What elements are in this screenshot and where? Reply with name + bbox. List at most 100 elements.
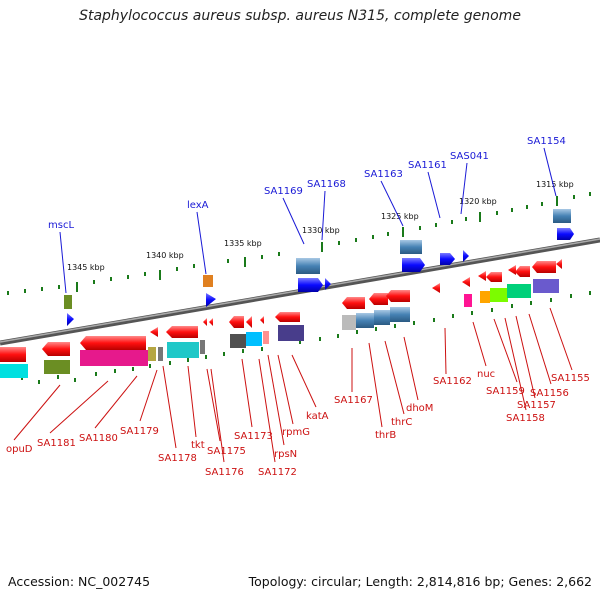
gene-SA1173-box (230, 334, 246, 348)
scale-tick-label: 1330 kbp (302, 226, 340, 235)
scale-tick-label: 1340 kbp (146, 251, 184, 260)
gene-tkt-box (200, 340, 205, 354)
scale-tick-1345: 1345 kbp (67, 263, 105, 292)
gene-label-SA1175[interactable]: SA1175 (207, 446, 246, 457)
SA1154-gene[interactable] (553, 209, 571, 223)
SA1161-arrow (440, 253, 455, 265)
gene-SA1180-arrow (80, 336, 146, 350)
scale-tick-1320: 1320 kbp (459, 197, 497, 222)
scale-tick-label: 1320 kbp (459, 197, 497, 206)
scale-tick-1340: 1340 kbp (146, 251, 184, 280)
accession-text: Accession: NC_002745 (8, 574, 151, 589)
scale-tick-1315: 1315 kbp (536, 180, 574, 206)
gene-label-thrB[interactable]: thrB (375, 430, 396, 441)
SA1168-arrow (325, 278, 331, 290)
gene-SA1158-arrow (486, 272, 502, 282)
scale-tick-label: 1335 kbp (224, 239, 262, 248)
gene-label-SA1158[interactable]: SA1158 (506, 413, 545, 424)
gene-label-thrC[interactable]: thrC (391, 417, 412, 428)
gene-SA1173-arrow (229, 316, 244, 328)
gene-rpmG-arrow (275, 312, 300, 322)
gene-SA1178-box (167, 342, 199, 358)
gene-SA1175-arrow (203, 318, 207, 326)
gene-SA1158-box (490, 288, 508, 302)
gene-nuc-arrow (462, 277, 470, 287)
gene-label-lexA[interactable]: lexA (187, 200, 209, 211)
gene-SA1180-box (80, 350, 148, 366)
SA1169-gene[interactable] (296, 258, 320, 274)
gene-SA1181-box (44, 360, 70, 374)
top-labels: mscL lexA SA1169 SA1168 SA1163 SA1161 SA… (48, 136, 566, 231)
gene-SA1178-arrow (166, 326, 198, 338)
mscL-arrow (67, 313, 74, 326)
mscL-gene[interactable] (64, 295, 72, 309)
gene-label-SA1181[interactable]: SA1181 (37, 438, 76, 449)
SA1154-arrow (557, 228, 574, 240)
gene-label-katA[interactable]: katA (306, 411, 329, 422)
gene-SA1179-box (148, 347, 156, 361)
gene-label-SA1159[interactable]: SA1159 (486, 386, 525, 397)
gene-dhoM-box (390, 307, 410, 322)
gene-label-SA1169[interactable]: SA1169 (264, 186, 303, 197)
scale-ticks: 1345 kbp 1340 kbp 1335 kbp 1330 kbp 1325… (67, 180, 574, 292)
gene-label-SA1172[interactable]: SA1172 (258, 467, 297, 478)
SA1163-arrow (402, 258, 425, 272)
minor-ticks (7, 192, 591, 384)
gene-label-SA1179[interactable]: SA1179 (120, 426, 159, 437)
gene-SA1172-arrow (246, 316, 252, 328)
gene-label-SA1168[interactable]: SA1168 (307, 179, 346, 190)
gene-SA1155-arrow (532, 261, 556, 273)
gene-label-SA1154[interactable]: SA1154 (527, 136, 566, 147)
gene-label-SA1162[interactable]: SA1162 (433, 376, 472, 387)
gene-rpsN-box (263, 331, 269, 344)
gene-SA1159-arrow (478, 271, 486, 281)
scale-tick-1330: 1330 kbp (302, 226, 340, 252)
gene-opuD-box (0, 364, 28, 378)
forward-strand-features (64, 209, 574, 326)
gene-nuc-box (464, 294, 472, 307)
gene-label-SA1173[interactable]: SA1173 (234, 431, 273, 442)
SAS041-arrow (463, 250, 469, 262)
gene-thrB-box (356, 313, 374, 328)
gene-label-SA1167[interactable]: SA1167 (334, 395, 373, 406)
gene-label-tkt[interactable]: tkt (191, 440, 205, 451)
gene-label-SA1155[interactable]: SA1155 (551, 373, 590, 384)
gene-rpsN-arrow (260, 316, 264, 324)
lexA-gene[interactable] (203, 275, 213, 287)
gene-katA-box (278, 325, 304, 341)
gene-thrB-arrow (342, 297, 365, 309)
gene-label-mscL[interactable]: mscL (48, 220, 74, 231)
gene-label-rpsN[interactable]: rpsN (274, 449, 297, 460)
genome-stats-text: Topology: circular; Length: 2,814,816 bp… (248, 574, 592, 589)
gene-opuD-arrow (0, 347, 26, 362)
gene-SA1167-box (342, 315, 356, 330)
gene-label-SA1161[interactable]: SA1161 (408, 160, 447, 171)
gene-label-SA1176[interactable]: SA1176 (205, 467, 244, 478)
gene-thrC-arrow (369, 293, 388, 305)
gene-label-SAS041[interactable]: SAS041 (450, 151, 489, 162)
scale-tick-label: 1315 kbp (536, 180, 574, 189)
gene-label-rpmG[interactable]: rpmG (282, 427, 310, 438)
map-title: Staphylococcus aureus subsp. aureus N315… (79, 8, 521, 24)
gene-SA1155-arrow-b (556, 259, 562, 269)
gene-label-dhoM[interactable]: dhoM (406, 403, 433, 414)
scale-tick-1335: 1335 kbp (224, 239, 262, 267)
gene-SA1156-arrow (515, 266, 530, 277)
gene-SA1157-box (507, 284, 531, 298)
SA1163-gene[interactable] (400, 240, 422, 254)
gene-label-SA1156[interactable]: SA1156 (530, 388, 569, 399)
gene-label-SA1163[interactable]: SA1163 (364, 169, 403, 180)
gene-label-SA1180[interactable]: SA1180 (79, 433, 118, 444)
gene-SA1179-tail (158, 347, 163, 361)
gene-SA1159-box (480, 291, 490, 303)
gene-dhoM-arrow (386, 290, 410, 302)
gene-label-opuD[interactable]: opuD (6, 444, 33, 455)
scale-tick-label: 1345 kbp (67, 263, 105, 272)
gene-label-SA1178[interactable]: SA1178 (158, 453, 197, 464)
gene-label-SA1157[interactable]: SA1157 (517, 400, 556, 411)
bottom-labels: opuD SA1181 SA1180 SA1179 SA1178 tkt SA1… (6, 369, 590, 478)
gene-SA1181-arrow (42, 342, 70, 356)
reverse-strand-features (0, 259, 562, 378)
gene-label-nuc[interactable]: nuc (477, 369, 495, 380)
